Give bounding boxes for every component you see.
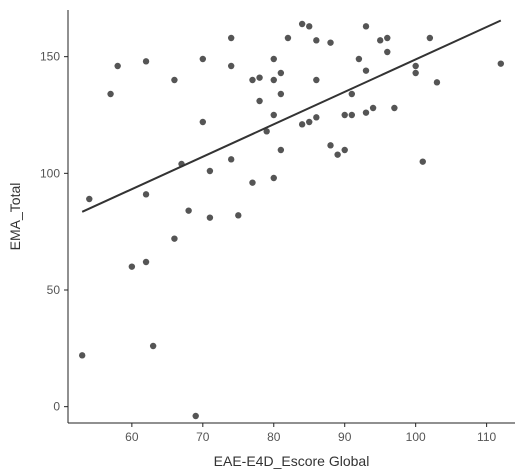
- data-point: [426, 34, 434, 42]
- data-point: [270, 174, 277, 182]
- y-tick-label: 0: [53, 400, 60, 414]
- data-point: [362, 109, 370, 116]
- data-point: [270, 55, 277, 63]
- x-axis-title: EAE-E4D_Escore Global: [214, 453, 370, 469]
- data-point: [384, 48, 391, 56]
- data-point: [227, 34, 235, 42]
- data-point: [306, 23, 313, 30]
- x-tick-label: 70: [196, 430, 210, 444]
- data-point: [235, 212, 242, 219]
- data-point: [199, 55, 207, 63]
- data-point: [142, 258, 150, 266]
- data-point: [348, 90, 356, 98]
- y-tick-label: 50: [47, 283, 61, 297]
- data-point: [384, 34, 391, 42]
- data-point: [306, 118, 313, 126]
- data-point: [341, 111, 348, 119]
- data-point: [362, 67, 370, 74]
- data-point: [277, 146, 285, 154]
- y-tick-label: 100: [40, 166, 60, 180]
- data-point: [376, 37, 384, 44]
- x-ticks: 60 70 80 90 100 110: [125, 423, 497, 444]
- data-point: [348, 111, 356, 119]
- data-point: [142, 58, 150, 65]
- data-point: [412, 62, 419, 70]
- data-point: [369, 104, 377, 112]
- data-point: [327, 142, 334, 149]
- data-point: [313, 37, 320, 44]
- data-point: [149, 342, 157, 350]
- data-point: [341, 146, 348, 154]
- x-tick-label: 100: [406, 430, 426, 444]
- data-point: [171, 76, 178, 84]
- data-point: [327, 39, 334, 46]
- trend-line: [81, 19, 502, 213]
- data-point: [412, 69, 419, 77]
- y-axis-title: EMA_Total: [7, 183, 23, 251]
- data-point: [227, 156, 235, 163]
- data-point: [313, 76, 320, 84]
- x-tick-label: 110: [477, 430, 496, 444]
- data-point: [270, 111, 277, 119]
- y-ticks: 0 50 100 150: [40, 50, 68, 414]
- points-layer: [78, 20, 505, 420]
- data-point: [249, 76, 256, 84]
- data-point: [185, 207, 192, 214]
- data-point: [284, 34, 292, 42]
- data-point: [391, 104, 398, 112]
- data-point: [206, 167, 214, 175]
- data-point: [334, 151, 341, 158]
- data-point: [249, 179, 256, 186]
- data-point: [263, 128, 270, 135]
- x-tick-label: 80: [267, 430, 281, 444]
- data-point: [86, 195, 93, 203]
- data-point: [107, 90, 114, 98]
- data-point: [298, 20, 306, 28]
- data-point: [128, 263, 136, 270]
- data-point: [277, 90, 285, 98]
- data-point: [192, 412, 199, 420]
- data-point: [497, 60, 505, 67]
- data-point: [362, 23, 370, 30]
- data-point: [227, 62, 235, 70]
- data-point: [199, 118, 207, 126]
- data-point: [256, 74, 263, 81]
- x-tick-label: 90: [338, 430, 352, 444]
- data-point: [298, 121, 306, 128]
- data-point: [419, 158, 426, 165]
- x-tick-label: 60: [125, 430, 139, 444]
- data-point: [142, 191, 150, 198]
- data-point: [256, 97, 263, 105]
- data-point: [206, 214, 214, 221]
- y-tick-label: 150: [40, 50, 60, 64]
- data-point: [313, 114, 320, 121]
- data-point: [355, 55, 363, 63]
- data-point: [433, 79, 441, 86]
- data-point: [114, 62, 121, 70]
- data-point: [277, 69, 285, 77]
- data-point: [171, 235, 178, 242]
- data-point: [270, 76, 277, 84]
- data-point: [78, 352, 86, 359]
